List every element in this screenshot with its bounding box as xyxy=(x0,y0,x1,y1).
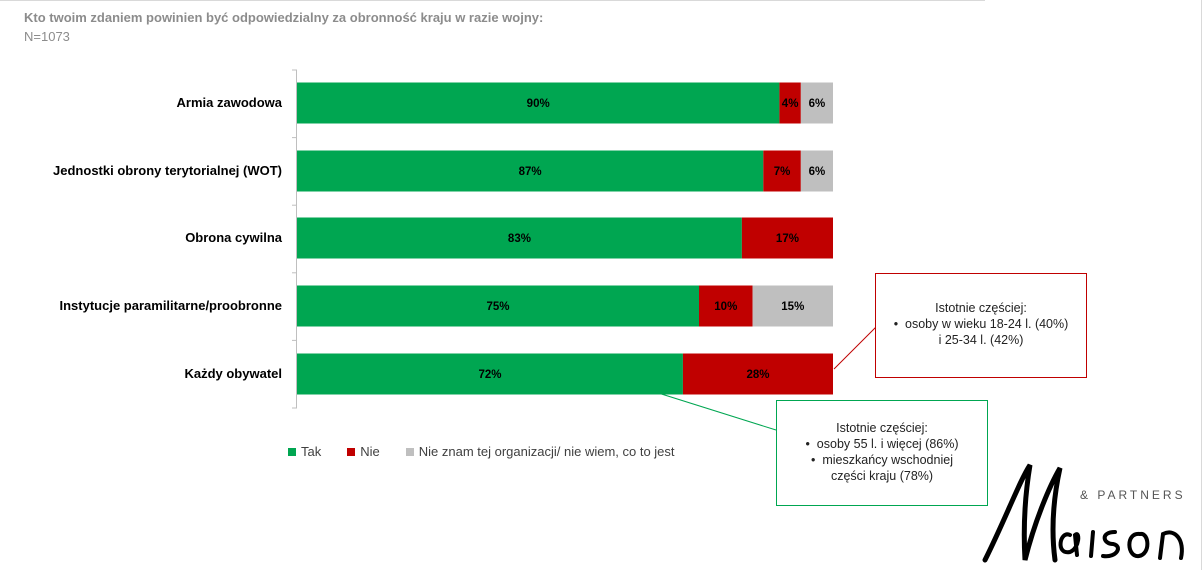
chart-legend: Tak Nie Nie znam tej organizacji/ nie wi… xyxy=(288,444,701,459)
top-divider xyxy=(0,0,985,1)
bar-segment xyxy=(741,217,833,259)
bar-segment xyxy=(752,285,833,327)
right-divider xyxy=(1201,0,1202,570)
data-label: 90% xyxy=(527,98,550,110)
data-label: 4% xyxy=(782,98,799,110)
callout-item: • osoby w wieku 18-24 l. (40%) xyxy=(893,317,1069,331)
category-label: Każdy obywatel xyxy=(184,366,282,381)
category-label: Instytucje paramilitarne/proobronne xyxy=(60,298,283,313)
callout-heading: Istotnie częściej: xyxy=(836,421,928,435)
bar-segment xyxy=(800,150,833,192)
data-label: 10% xyxy=(714,301,737,313)
bar-segment xyxy=(297,353,683,395)
bar-segment xyxy=(763,150,801,192)
data-label: 28% xyxy=(746,369,769,381)
legend-item-tak: Tak xyxy=(288,444,321,459)
callout-leader-red xyxy=(833,326,877,370)
data-label: 75% xyxy=(486,301,509,313)
legend-label-tak: Tak xyxy=(301,444,322,459)
data-label: 72% xyxy=(478,369,501,381)
sample-size: N=1073 xyxy=(24,29,70,44)
legend-label-nie: Nie xyxy=(360,444,380,459)
bar-segment xyxy=(297,217,742,259)
legend-item-dont-know: Nie znam tej organizacji/ nie wiem, co t… xyxy=(405,444,675,459)
brand-partners: & PARTNERS xyxy=(1080,488,1186,502)
bar-segment xyxy=(779,82,801,124)
data-label: 6% xyxy=(809,166,826,178)
bar-segment xyxy=(297,285,699,327)
callout-heading: Istotnie częściej: xyxy=(935,301,1027,315)
bar-segment xyxy=(699,285,753,327)
legend-swatch-nie xyxy=(347,447,356,456)
callout-item: • mieszkańcy wschodniej xyxy=(811,453,953,467)
legend-item-nie: Nie xyxy=(347,444,380,459)
callout-item-continuation: i 25-34 l. (42%) xyxy=(938,333,1024,347)
maison-logo-icon xyxy=(982,463,1184,563)
callout-item-continuation: części kraju (78%) xyxy=(830,469,934,483)
chart-title: Kto twoim zdaniem powinien być odpowiedz… xyxy=(24,10,544,25)
bar-segment xyxy=(682,353,833,395)
bar-segment xyxy=(800,82,833,124)
data-label: 17% xyxy=(776,233,799,245)
legend-swatch-tak xyxy=(288,447,296,456)
category-label: Jednostki obrony terytorialnej (WOT) xyxy=(53,163,282,178)
data-label: 83% xyxy=(508,233,531,245)
legend-swatch-dont-know xyxy=(405,447,414,456)
bar-segment xyxy=(297,82,780,124)
callout-kazdy-obywatel-tak: Istotnie częściej: • osoby 55 l. i więce… xyxy=(776,400,988,506)
callout-kazdy-obywatel-nie: Istotnie częściej: • osoby w wieku 18-24… xyxy=(875,273,1087,378)
data-label: 6% xyxy=(809,98,826,110)
data-label: 7% xyxy=(774,166,791,178)
data-label: 15% xyxy=(781,301,804,313)
bar-segment xyxy=(297,150,764,192)
category-label: Armia zawodowa xyxy=(177,95,283,110)
callout-item: • osoby 55 l. i więcej (86%) xyxy=(805,437,959,451)
category-label: Obrona cywilna xyxy=(185,230,283,245)
data-label: 87% xyxy=(519,166,542,178)
legend-label-dont-know: Nie znam tej organizacji/ nie wiem, co t… xyxy=(418,444,675,459)
